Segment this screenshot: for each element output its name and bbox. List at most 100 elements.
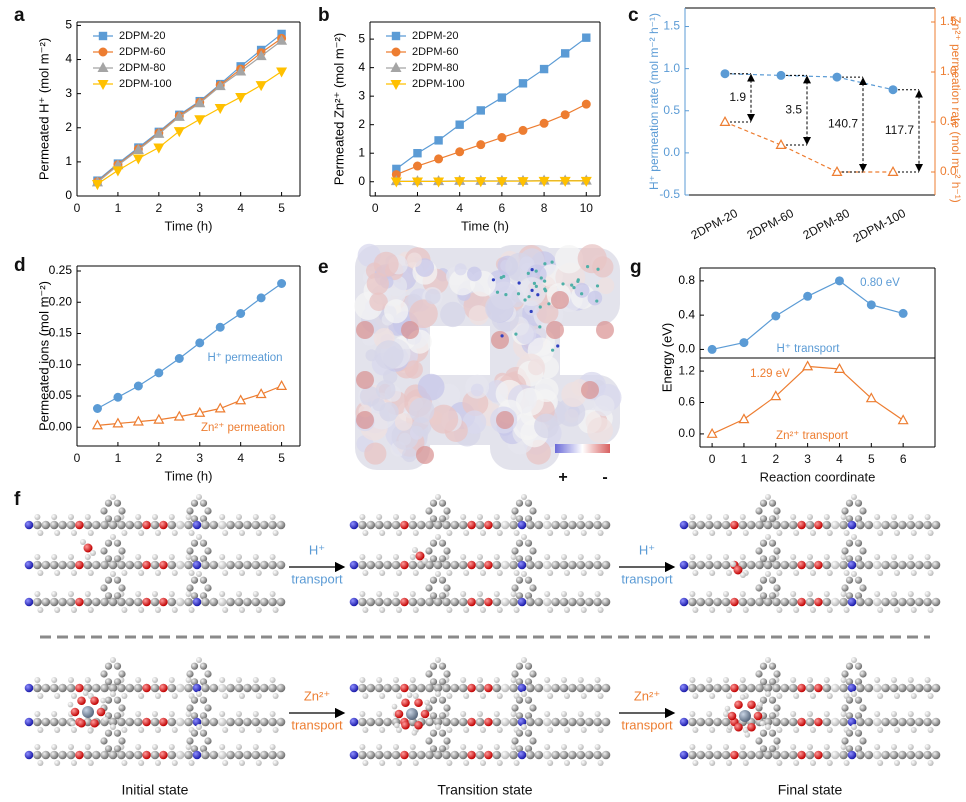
negative-region xyxy=(401,321,419,339)
x-tick-label: 0 xyxy=(709,452,716,466)
atom xyxy=(906,717,916,727)
atom xyxy=(790,711,797,717)
atom xyxy=(874,744,881,750)
atom xyxy=(692,530,699,536)
atom xyxy=(889,717,899,727)
atom xyxy=(584,717,594,727)
marker xyxy=(517,177,529,188)
series-line xyxy=(97,385,282,426)
atom xyxy=(226,597,235,607)
atom xyxy=(593,750,602,760)
atom xyxy=(839,560,848,570)
atom xyxy=(841,670,849,678)
atom xyxy=(239,760,245,766)
surface-blob xyxy=(402,447,417,463)
surface-blob xyxy=(468,305,489,326)
legend-marker xyxy=(390,61,402,73)
atom xyxy=(496,727,503,733)
atom xyxy=(847,597,857,607)
y-tick-label: 0.8 xyxy=(678,273,695,287)
atom xyxy=(167,560,177,570)
series-line xyxy=(711,280,904,351)
atom xyxy=(738,683,748,693)
atom xyxy=(168,744,175,750)
atom xyxy=(780,717,790,727)
atom xyxy=(768,539,777,547)
atom xyxy=(142,717,151,727)
atom xyxy=(524,555,533,563)
atom xyxy=(907,711,914,717)
atom xyxy=(509,560,518,570)
marker xyxy=(518,79,528,88)
atom xyxy=(840,677,847,683)
atom xyxy=(438,515,447,523)
atom xyxy=(71,760,77,766)
overlay-atom xyxy=(580,292,584,296)
ratio-label: 1.9 xyxy=(729,90,746,104)
atom xyxy=(721,750,731,760)
atom xyxy=(272,693,279,699)
atom xyxy=(492,683,502,693)
atom xyxy=(168,514,175,520)
overlay-atom xyxy=(526,271,530,275)
atom xyxy=(190,499,199,507)
atom xyxy=(780,560,790,570)
atom xyxy=(521,494,527,500)
atom xyxy=(199,712,208,720)
atom xyxy=(37,570,44,576)
atom xyxy=(433,597,443,607)
atom xyxy=(544,711,551,717)
atom xyxy=(515,555,524,563)
atom xyxy=(438,539,447,547)
surface-blob xyxy=(394,413,413,431)
atom xyxy=(75,560,84,570)
atom xyxy=(252,591,259,597)
atom xyxy=(358,750,367,760)
negative-region xyxy=(356,411,374,429)
atom xyxy=(742,530,749,536)
atom xyxy=(689,744,696,750)
atom xyxy=(113,499,122,507)
atom xyxy=(696,520,706,530)
atom xyxy=(845,745,854,753)
atom xyxy=(805,683,815,693)
marker xyxy=(865,392,877,403)
atom xyxy=(881,520,890,530)
y-tick-label: 5 xyxy=(65,18,72,32)
atom xyxy=(391,750,401,760)
atom xyxy=(425,584,433,592)
legend-label: 2DPM-60 xyxy=(412,46,458,58)
atom xyxy=(41,560,51,570)
atom xyxy=(429,662,438,670)
atom xyxy=(841,737,849,745)
atom xyxy=(526,597,535,607)
atom xyxy=(547,693,554,699)
atom xyxy=(723,554,729,560)
atom xyxy=(175,520,185,530)
atom xyxy=(416,520,426,530)
overlay-atom xyxy=(556,344,560,348)
atom xyxy=(276,683,286,693)
atom xyxy=(493,591,500,597)
atom xyxy=(383,597,392,607)
atom xyxy=(429,576,438,584)
atom xyxy=(692,693,699,699)
atom xyxy=(435,657,441,663)
atom xyxy=(709,727,716,733)
panel-label: c xyxy=(628,5,639,26)
atom xyxy=(108,560,118,570)
atom xyxy=(810,693,816,699)
atom xyxy=(358,597,367,607)
atom xyxy=(534,717,544,727)
atom xyxy=(559,520,569,530)
atom xyxy=(738,597,748,607)
atom xyxy=(460,711,467,717)
atom xyxy=(49,683,59,693)
atom xyxy=(366,520,376,530)
atom xyxy=(788,597,798,607)
atom xyxy=(910,607,917,613)
atom xyxy=(234,560,244,570)
atom xyxy=(184,597,193,607)
marker xyxy=(277,279,287,289)
